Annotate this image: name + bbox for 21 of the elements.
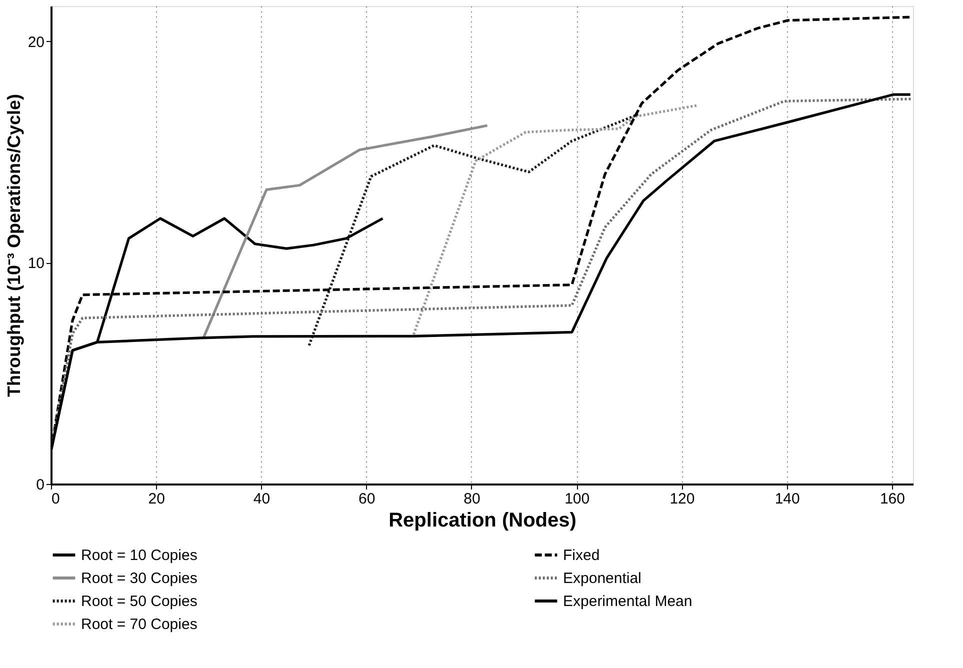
legend-label: Fixed — [563, 547, 600, 564]
x-tick-label: 120 — [670, 490, 695, 508]
x-tick-label: 0 — [52, 490, 60, 508]
y-tick-label: 20 — [28, 34, 44, 51]
x-tick-label: 20 — [148, 490, 165, 508]
legend-label: Experimental Mean — [563, 593, 692, 610]
x-tick-label: 40 — [253, 490, 270, 508]
y-tick-label: 0 — [36, 476, 44, 494]
x-tick-label: 160 — [880, 490, 905, 508]
x-tick-label: 100 — [564, 490, 590, 508]
legend-label: Root = 70 Copies — [81, 616, 198, 633]
y-tick-label: 10 — [28, 255, 44, 272]
legend-label: Root = 50 Copies — [81, 593, 198, 610]
x-tick-label: 140 — [774, 490, 800, 508]
legend-label: Root = 30 Copies — [81, 570, 198, 587]
x-tick-label: 80 — [464, 490, 480, 508]
legend-label: Exponential — [563, 570, 642, 587]
x-tick-label: 60 — [358, 490, 376, 508]
y-axis-title: Throughput (10⁻³ Operations/Cycle) — [4, 94, 24, 398]
x-axis-title: Replication (Nodes) — [388, 510, 576, 532]
legend-label: Root = 10 Copies — [81, 547, 198, 564]
